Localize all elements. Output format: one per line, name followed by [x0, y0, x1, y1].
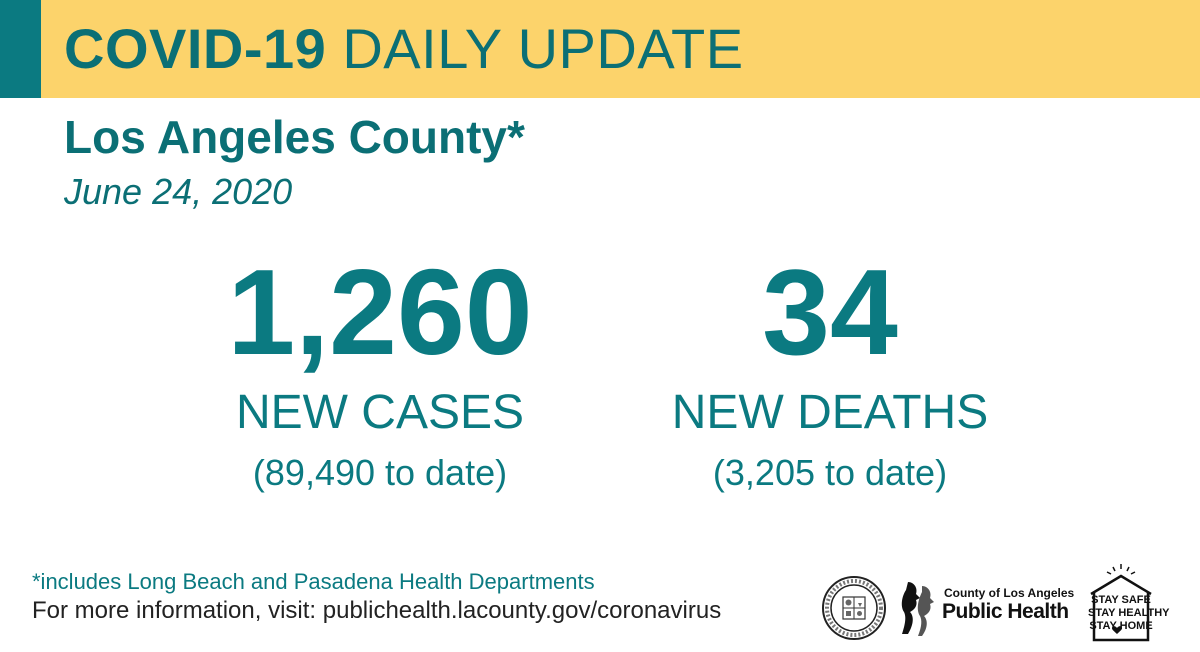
footnote: *includes Long Beach and Pasadena Health…: [32, 569, 595, 594]
county-heading: Los Angeles County*: [64, 111, 525, 163]
stay-home-line: STAY HOME: [1089, 620, 1153, 632]
new-cases-stat: 1,260 NEW CASES (89,490 to date): [200, 247, 560, 495]
title-rest: DAILY UPDATE: [342, 17, 744, 80]
new-cases-label: NEW CASES: [235, 386, 525, 439]
banner-accent-bar: [0, 0, 41, 98]
header-banner: COVID-19 DAILY UPDATE: [0, 0, 1200, 98]
new-deaths-label: NEW DEATHS: [671, 386, 989, 439]
title-bold: COVID-19: [64, 17, 327, 80]
stay-healthy-line: STAY HEALTHY: [1088, 607, 1170, 619]
stay-safe-line: STAY SAFE: [1091, 594, 1151, 606]
ph-logo-big-text: Public Health: [942, 600, 1069, 623]
deaths-to-date: (3,205 to date): [712, 452, 948, 493]
ph-logo-small-text: County of Los Angeles: [944, 586, 1075, 600]
report-date: June 24, 2020: [64, 171, 293, 212]
more-info-link-text: For more information, visit: publichealt…: [32, 597, 722, 624]
new-deaths-stat: 34 NEW DEATHS (3,205 to date): [640, 247, 1020, 495]
house-icon: [1090, 564, 1152, 642]
cases-to-date: (89,490 to date): [252, 452, 508, 493]
new-cases-value: 1,260: [227, 244, 533, 380]
public-health-profiles-icon: [901, 582, 934, 636]
stay-safe-logo: STAY SAFE STAY HEALTHY STAY HOME: [1088, 562, 1170, 642]
county-seal-icon: [821, 575, 887, 641]
new-deaths-value: 34: [762, 244, 898, 380]
page-title: COVID-19 DAILY UPDATE: [64, 13, 744, 85]
public-health-logo: County of Los Angeles Public Health: [900, 576, 1078, 642]
